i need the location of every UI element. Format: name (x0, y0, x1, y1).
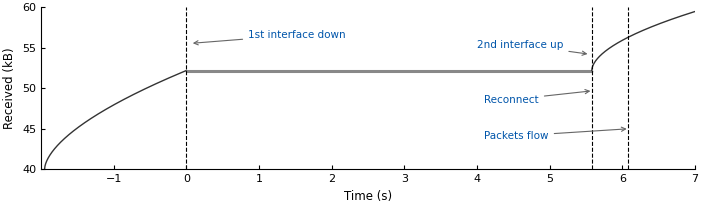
X-axis label: Time (s): Time (s) (344, 190, 392, 202)
Text: 2nd interface up: 2nd interface up (477, 40, 586, 55)
Text: Packets flow: Packets flow (484, 127, 625, 141)
Text: Reconnect: Reconnect (484, 90, 589, 105)
Text: 1st interface down: 1st interface down (194, 30, 345, 45)
Y-axis label: Received (kB): Received (kB) (4, 47, 16, 129)
